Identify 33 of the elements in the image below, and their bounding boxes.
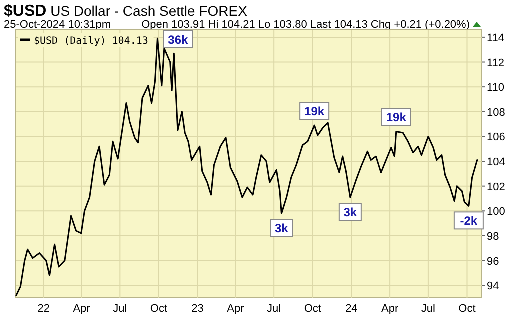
annotation: Open 103.91 Hi 104.21 Lo 103.80 Last 104.13 Chg +0.21 (+0.20%) — [142, 19, 470, 31]
annotation: 3k — [344, 206, 358, 220]
y-tick-label: 98 — [487, 230, 500, 243]
y-tick-label: 108 — [487, 106, 506, 119]
y-tick-label: 104 — [487, 156, 506, 169]
y-tick-label: 100 — [487, 206, 506, 218]
x-tick-label: 23 — [192, 303, 204, 315]
x-tick-label: Apr — [227, 303, 245, 315]
x-tick-label: Apr — [382, 303, 399, 315]
annotation: 19k — [304, 104, 325, 119]
x-tick-label: Jul — [267, 303, 282, 315]
y-tick-label: 106 — [487, 132, 506, 144]
y-tick-label: 110 — [487, 82, 505, 94]
x-tick-label: Apr — [73, 303, 91, 315]
annotation: -2k — [460, 214, 478, 228]
x-tick-label: Oct — [458, 303, 476, 315]
x-tick-label: Jul — [113, 303, 128, 315]
y-tick-label: 96 — [487, 256, 500, 268]
x-tick-label: Oct — [304, 303, 322, 315]
x-tick-label: 24 — [346, 303, 358, 315]
x-tick-label: Jul — [421, 303, 436, 315]
chart-title: $USD US Dollar - Cash Settle FOREX — [4, 3, 248, 20]
annotation: 19k — [386, 110, 407, 125]
x-tick-label: Oct — [150, 303, 168, 315]
y-tick-label: 112 — [487, 57, 505, 70]
annotation: 3k — [275, 222, 289, 236]
y-tick-label: 102 — [487, 181, 506, 194]
y-tick-label: 94 — [487, 280, 500, 293]
annotation: 36k — [168, 33, 189, 47]
chart-subtitle: 25-Oct-2024 10:31pm — [4, 19, 112, 31]
y-tick-label: 114 — [487, 32, 505, 44]
x-tick-label: 22 — [38, 303, 50, 315]
legend-label: $USD (Daily) 104.13 — [34, 36, 148, 47]
